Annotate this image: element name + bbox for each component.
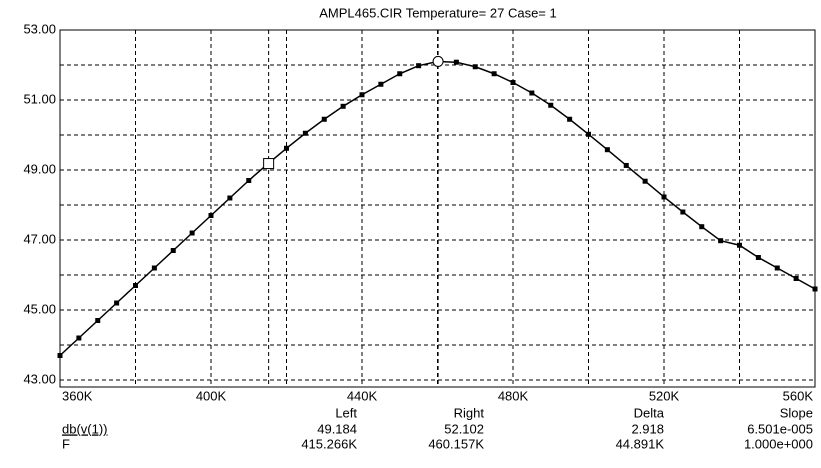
point-marker xyxy=(359,92,365,98)
table-header: Slope xyxy=(780,405,813,420)
point-marker xyxy=(604,147,610,153)
x-tick-label: 440K xyxy=(347,388,378,403)
point-marker xyxy=(170,248,176,253)
table-header: Left xyxy=(335,405,357,420)
point-marker xyxy=(340,103,346,109)
point-marker xyxy=(189,230,195,236)
point-marker xyxy=(642,178,648,184)
y-tick-label: 47.00 xyxy=(23,231,56,246)
y-tick-label: 45.00 xyxy=(23,301,56,316)
table-cell: 6.501e-005 xyxy=(747,421,813,436)
table-cell: 49.184 xyxy=(317,421,357,436)
point-marker xyxy=(774,265,780,271)
point-marker xyxy=(680,209,686,215)
point-marker xyxy=(699,224,705,230)
point-marker xyxy=(95,318,101,323)
point-marker xyxy=(567,116,573,122)
table-cell: 1.000e+000 xyxy=(744,436,813,451)
x-tick-label: 400K xyxy=(196,388,227,403)
x-tick-label: 480K xyxy=(498,388,529,403)
y-tick-label: 49.00 xyxy=(23,161,56,176)
point-marker xyxy=(623,162,629,168)
point-marker xyxy=(227,195,233,201)
point-marker xyxy=(208,213,214,218)
point-marker xyxy=(453,59,459,65)
point-marker xyxy=(397,71,403,77)
point-marker xyxy=(529,90,535,96)
point-marker xyxy=(491,71,497,77)
point-marker xyxy=(586,131,591,137)
point-marker xyxy=(737,242,742,248)
y-tick-label: 51.00 xyxy=(23,91,56,106)
table-cell: 44.891K xyxy=(616,436,665,451)
point-marker xyxy=(416,63,422,69)
point-marker xyxy=(812,286,818,292)
point-marker xyxy=(57,353,63,358)
point-marker xyxy=(793,276,799,281)
point-marker xyxy=(114,300,120,306)
cursor-marker xyxy=(263,158,275,170)
point-marker xyxy=(718,238,724,244)
point-marker xyxy=(510,80,516,85)
chart-title: AMPL465.CIR Temperature= 27 Case= 1 xyxy=(319,5,557,20)
point-marker xyxy=(661,194,667,200)
table-cell: 2.918 xyxy=(631,421,664,436)
point-marker xyxy=(378,81,384,87)
point-marker xyxy=(755,255,761,260)
point-marker xyxy=(321,116,327,122)
x-tick-label: 360K xyxy=(62,388,93,403)
point-marker xyxy=(548,102,554,108)
point-marker xyxy=(133,283,138,288)
point-marker xyxy=(246,178,252,183)
point-marker xyxy=(302,130,308,136)
y-tick-label: 43.00 xyxy=(23,371,56,386)
x-tick-label: 560K xyxy=(783,388,814,403)
table-cell: 52.102 xyxy=(444,421,484,436)
table-header: Right xyxy=(454,405,485,420)
table-header: Delta xyxy=(634,405,665,420)
x-tick-label: 520K xyxy=(649,388,680,403)
point-marker xyxy=(76,335,82,341)
table-cell: 460.157K xyxy=(428,436,484,451)
point-marker xyxy=(284,145,289,151)
table-cell: 415.266K xyxy=(301,436,357,451)
y-tick-label: 53.00 xyxy=(23,21,56,36)
row-label: F xyxy=(62,436,70,451)
point-marker xyxy=(151,265,157,271)
cursor-marker xyxy=(432,55,444,67)
point-marker xyxy=(472,64,478,70)
row-label: db(v(1)) xyxy=(62,421,108,436)
